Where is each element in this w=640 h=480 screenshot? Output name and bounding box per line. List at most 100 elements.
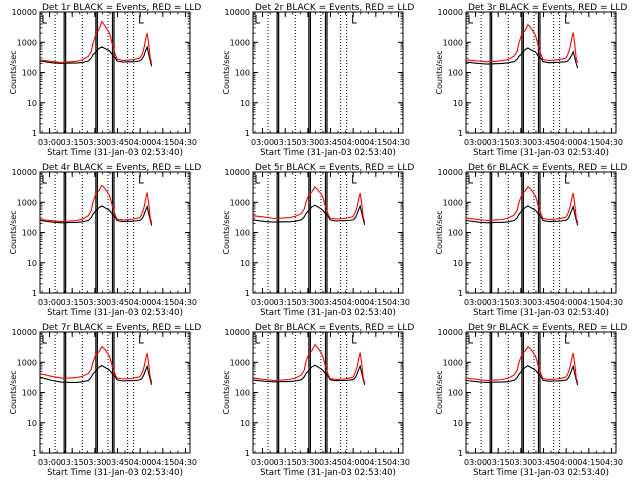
y-tick-label: 1 <box>245 449 250 458</box>
chart-title: Det 3r BLACK = Events, RED = LLD <box>468 3 627 13</box>
x-tick-label: 04:15 <box>364 458 387 467</box>
y-tick-label: 100 <box>22 389 37 398</box>
x-tick-label: 03:00 <box>38 298 61 307</box>
x-tick-label: 03:00 <box>464 298 487 307</box>
x-tick-label: 03:15 <box>487 298 510 307</box>
events-series-line <box>465 364 579 386</box>
y-tick-label: 10000 <box>12 168 37 177</box>
y-tick-label: 1000 <box>443 358 463 367</box>
chart-panel-6: Det 6r BLACK = Events, RED = LLD 1 10 100 10… <box>435 163 627 318</box>
x-tick-label: 04:30 <box>174 298 197 307</box>
y-tick-label: 1000 <box>443 198 463 207</box>
x-tick-label: 04:00 <box>129 458 152 467</box>
chart-title: Det 9r BLACK = Events, RED = LLD <box>468 323 627 333</box>
x-tick-label: 03:15 <box>61 138 84 147</box>
lld-series-line <box>465 185 579 223</box>
x-axis-label: Start Time (31-Jan-03 02:53:40) <box>47 308 183 318</box>
y-tick-label: 100 <box>235 229 250 238</box>
y-axis-label: Counts/sec <box>9 370 18 414</box>
bracket-marker <box>352 15 357 24</box>
chart-panel-9: Det 9r BLACK = Events, RED = LLD 1 10 100 10… <box>435 323 627 478</box>
bracket-marker-left <box>468 15 473 24</box>
x-tick-label: 04:15 <box>151 138 174 147</box>
plot-frame <box>39 11 191 134</box>
bracket-marker <box>565 335 570 344</box>
bracket-marker <box>565 15 570 24</box>
x-tick-label: 04:30 <box>387 458 410 467</box>
y-tick-label: 1000 <box>443 38 463 47</box>
x-tick-label: 03:15 <box>274 138 297 147</box>
events-series-line <box>252 364 366 385</box>
y-tick-label: 10 <box>27 419 37 428</box>
y-tick-label: 1 <box>32 289 37 298</box>
events-series-line <box>39 204 153 226</box>
x-tick-label: 04:30 <box>174 138 197 147</box>
y-tick-label: 10000 <box>12 328 37 337</box>
y-tick-label: 10 <box>240 259 250 268</box>
bracket-marker <box>565 175 570 184</box>
x-tick-label: 03:15 <box>61 298 84 307</box>
x-tick-label: 04:30 <box>600 458 623 467</box>
y-tick-label: 100 <box>22 229 37 238</box>
bracket-marker-left <box>468 175 473 184</box>
chart-panel-2: Det 2r BLACK = Events, RED = LLD 1 10 100 10… <box>222 3 414 158</box>
x-axis-label: Start Time (31-Jan-03 02:53:40) <box>473 468 609 478</box>
bracket-marker-left <box>42 335 47 344</box>
plot-frame <box>465 11 617 134</box>
x-tick-label: 04:15 <box>151 298 174 307</box>
y-tick-label: 10000 <box>12 8 37 17</box>
y-axis-label: Counts/sec <box>435 210 444 254</box>
chart-title: Det 5r BLACK = Events, RED = LLD <box>255 163 414 173</box>
y-axis-label: Counts/sec <box>9 210 18 254</box>
x-tick-label: 03:00 <box>464 138 487 147</box>
x-tick-label: 04:30 <box>387 298 410 307</box>
plot-frame <box>252 331 404 454</box>
chart-panel-5: Det 5r BLACK = Events, RED = LLD 1 10 100 10… <box>222 163 414 318</box>
y-axis-label: Counts/sec <box>9 50 18 94</box>
y-tick-label: 100 <box>448 389 463 398</box>
x-tick-label: 04:00 <box>555 298 578 307</box>
lld-series-line <box>252 343 366 383</box>
lld-series-line <box>465 23 579 63</box>
x-tick-label: 03:00 <box>38 138 61 147</box>
y-tick-label: 1 <box>245 129 250 138</box>
x-axis-label: Start Time (31-Jan-03 02:53:40) <box>473 148 609 158</box>
bracket-marker-left <box>42 15 47 24</box>
y-tick-label: 100 <box>448 69 463 78</box>
x-tick-label: 03:45 <box>319 138 342 147</box>
x-tick-label: 03:45 <box>319 458 342 467</box>
x-tick-label: 03:30 <box>509 138 532 147</box>
chart-panel-4: Det 4r BLACK = Events, RED = LLD 1 10 100 10… <box>9 163 201 318</box>
chart-title: Det 2r BLACK = Events, RED = LLD <box>255 3 414 13</box>
y-tick-label: 1 <box>458 289 463 298</box>
events-series-line <box>39 364 153 385</box>
lld-series-line <box>39 184 153 223</box>
y-tick-label: 10000 <box>438 328 463 337</box>
x-tick-label: 04:30 <box>600 138 623 147</box>
y-tick-label: 10000 <box>438 8 463 17</box>
y-tick-label: 1000 <box>17 198 37 207</box>
bracket-marker-left <box>42 175 47 184</box>
chart-title: Det 1r BLACK = Events, RED = LLD <box>42 3 201 13</box>
y-tick-label: 1000 <box>230 38 250 47</box>
chart-title: Det 6r BLACK = Events, RED = LLD <box>468 163 627 173</box>
x-tick-label: 03:30 <box>83 458 106 467</box>
y-tick-label: 100 <box>448 229 463 238</box>
x-axis-label: Start Time (31-Jan-03 02:53:40) <box>260 148 396 158</box>
x-tick-label: 04:00 <box>342 298 365 307</box>
x-tick-label: 04:15 <box>577 138 600 147</box>
y-tick-label: 1000 <box>17 358 37 367</box>
x-tick-label: 03:45 <box>319 298 342 307</box>
lld-series-line <box>252 186 366 223</box>
x-axis-label: Start Time (31-Jan-03 02:53:40) <box>260 308 396 318</box>
y-tick-label: 10000 <box>225 328 250 337</box>
y-tick-label: 10 <box>27 259 37 268</box>
x-tick-label: 03:45 <box>532 458 555 467</box>
x-tick-label: 03:15 <box>487 138 510 147</box>
x-tick-label: 03:15 <box>61 458 84 467</box>
x-axis-label: Start Time (31-Jan-03 02:53:40) <box>260 468 396 478</box>
x-tick-label: 03:45 <box>106 298 129 307</box>
x-tick-label: 04:00 <box>342 458 365 467</box>
y-axis-label: Counts/sec <box>222 210 231 254</box>
